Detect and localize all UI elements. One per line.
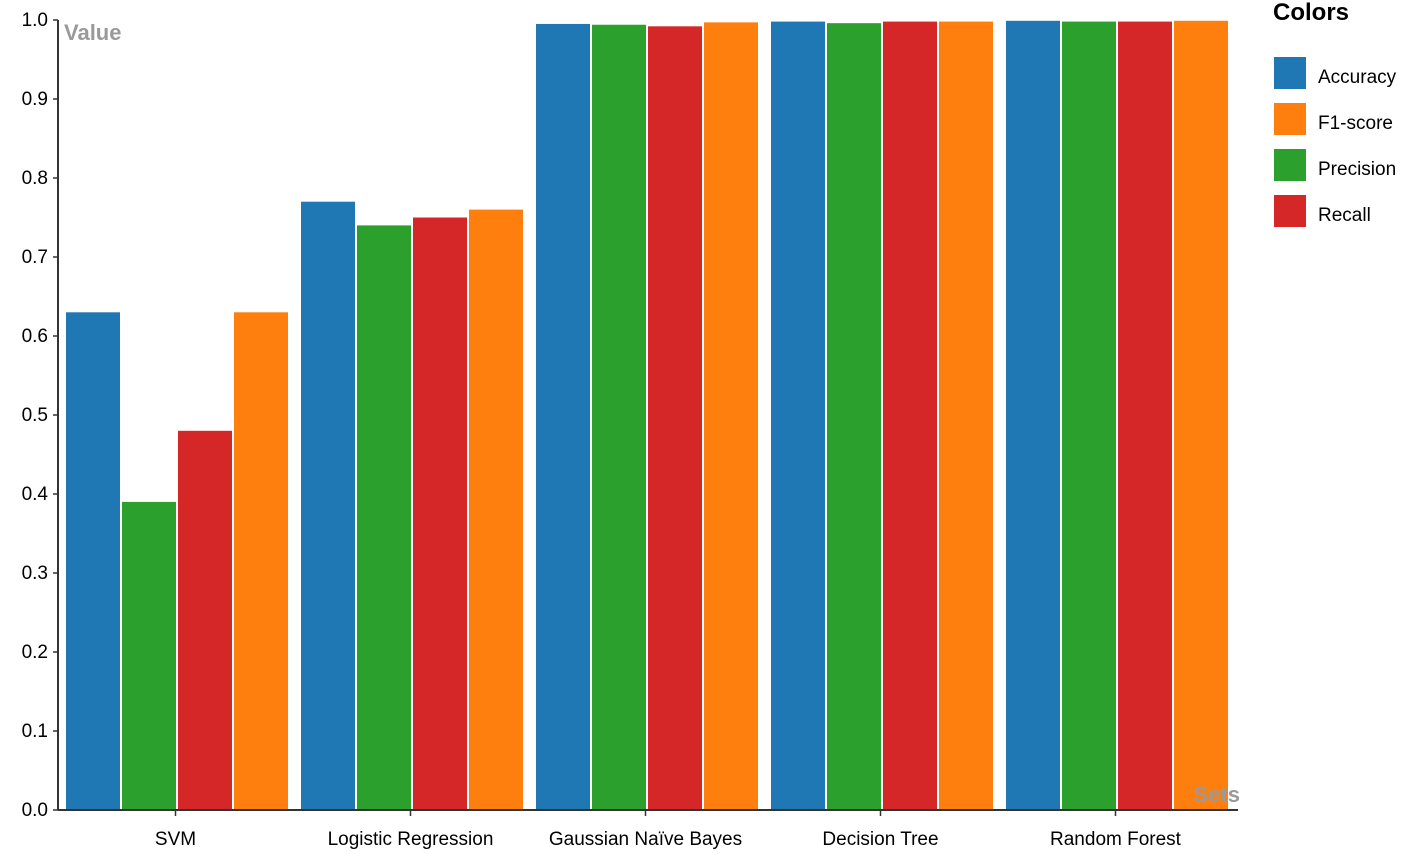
y-axis: 0.0 0.1 0.2 0.3 0.4 0.5 0.6 0.7 0.8 0.9 1.0 (22, 10, 59, 821)
legend-swatch-precision (1274, 149, 1306, 181)
bars-group (66, 20, 1228, 811)
y-tick-label: 0.6 (22, 326, 48, 347)
bar-logistic-regression-precision (357, 225, 411, 810)
legend-swatch-f1-score (1274, 103, 1306, 135)
y-axis-title: Value (64, 20, 121, 45)
legend-label-accuracy: Accuracy (1318, 67, 1397, 88)
bar-decision-tree-f1-score (939, 21, 993, 810)
y-tick-label: 0.5 (22, 405, 48, 426)
y-tick-label: 0.7 (22, 247, 48, 268)
legend-swatch-recall (1274, 195, 1306, 227)
bar-logistic-regression-f1-score (469, 209, 523, 811)
legend-swatch-accuracy (1274, 57, 1306, 89)
bar-svm-accuracy (66, 312, 120, 810)
legend-label-precision: Precision (1318, 159, 1396, 180)
y-tick-label: 0.9 (22, 89, 48, 110)
bar-logistic-regression-recall (413, 217, 467, 810)
x-tick-label: SVM (155, 829, 196, 850)
bar-logistic-regression-accuracy (301, 201, 355, 810)
bar-svm-f1-score (234, 312, 288, 810)
bar-decision-tree-accuracy (771, 21, 825, 810)
x-tick-label: Logistic Regression (328, 829, 494, 850)
bar-random-forest-precision (1062, 21, 1116, 810)
legend: Colors Accuracy F1-score Precision Recall (1273, 0, 1397, 227)
y-tick-label: 0.3 (22, 563, 48, 584)
bar-random-forest-recall (1118, 21, 1172, 810)
bar-gaussian-na-ve-bayes-f1-score (704, 22, 758, 811)
x-tick-label: Random Forest (1050, 829, 1182, 850)
bar-decision-tree-recall (883, 21, 937, 810)
legend-title: Colors (1273, 0, 1349, 26)
bar-random-forest-accuracy (1006, 20, 1060, 811)
bar-svm-precision (122, 501, 176, 810)
y-tick-label: 0.8 (22, 168, 48, 189)
x-axis-title: Sets (1194, 782, 1240, 807)
legend-label-recall: Recall (1318, 205, 1371, 226)
bar-random-forest-f1-score (1174, 20, 1228, 811)
x-tick-label: Decision Tree (822, 829, 938, 850)
bar-gaussian-na-ve-bayes-precision (592, 24, 646, 811)
legend-label-f1-score: F1-score (1318, 113, 1393, 134)
y-tick-label: 0.4 (22, 484, 49, 505)
y-tick-label: 0.0 (22, 800, 48, 821)
bar-gaussian-na-ve-bayes-accuracy (536, 23, 590, 810)
bar-svm-recall (178, 430, 232, 810)
bar-gaussian-na-ve-bayes-recall (648, 26, 702, 810)
y-tick-label: 0.1 (22, 721, 48, 742)
bar-decision-tree-precision (827, 23, 881, 811)
y-tick-label: 0.2 (22, 642, 48, 663)
x-axis: SVM Logistic Regression Gaussian Naïve Bay… (58, 809, 1238, 850)
y-tick-label: 1.0 (22, 10, 48, 31)
x-tick-label: Gaussian Naïve Bayes (549, 829, 742, 850)
